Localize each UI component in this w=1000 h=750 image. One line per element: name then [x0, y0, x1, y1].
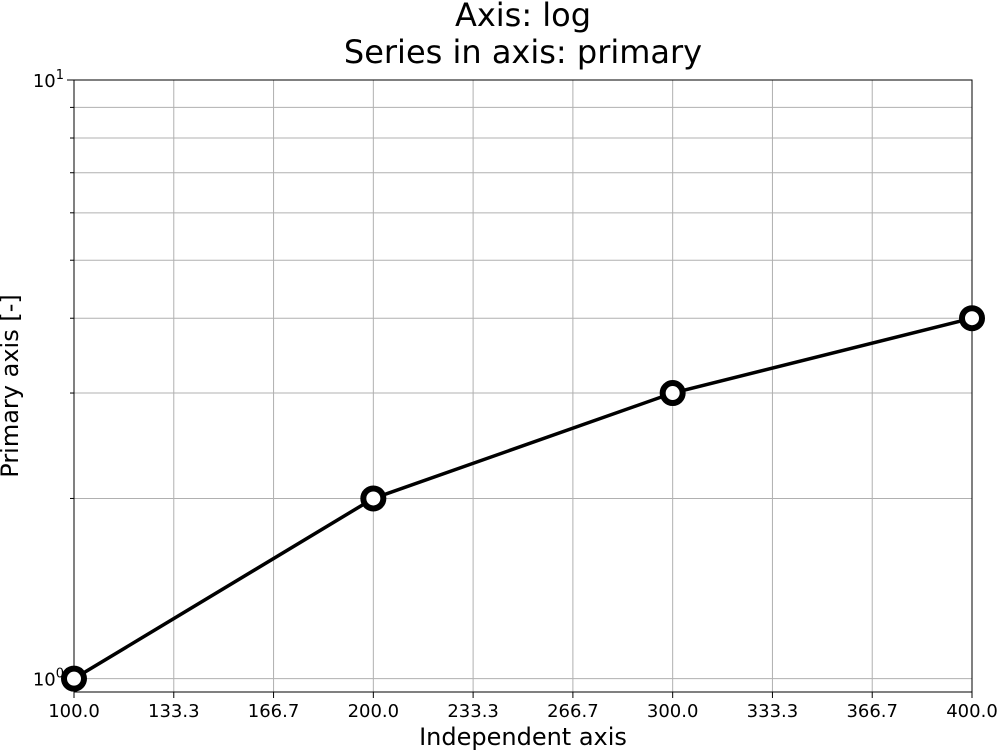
- x-tick-label: 366.7: [846, 701, 898, 722]
- x-tick-label: 200.0: [348, 701, 400, 722]
- x-tick-label: 300.0: [647, 701, 699, 722]
- data-point: [360, 485, 387, 512]
- chart-title: Axis: log: [455, 0, 591, 34]
- x-tick-label: 233.3: [447, 701, 499, 722]
- data-point: [959, 305, 985, 332]
- x-tick-label: 100.0: [48, 701, 100, 722]
- x-tick-label: 333.3: [747, 701, 799, 722]
- y-axis-label: Primary axis [-]: [0, 294, 24, 477]
- data-point: [61, 665, 87, 692]
- axis-ticks: 100.0 133.3 166.7 200.0 233.3 266.7 300.0 333.3…: [33, 68, 998, 722]
- plot-frame: [73, 79, 973, 693]
- x-tick-label: 133.3: [148, 701, 200, 722]
- series-line: [73, 316, 973, 681]
- x-tick-label: 166.7: [248, 701, 300, 722]
- x-tick-label: 400.0: [946, 701, 998, 722]
- x-tick-label: 266.7: [547, 701, 599, 722]
- chart-subtitle: Series in axis: primary: [344, 33, 702, 71]
- series-layer: [61, 305, 985, 692]
- y-tick-label: 100: [33, 667, 64, 691]
- x-axis-label: Independent axis: [419, 723, 627, 750]
- data-point: [659, 380, 686, 407]
- y-tick-label: 101: [33, 68, 64, 92]
- grid: [73, 79, 973, 692]
